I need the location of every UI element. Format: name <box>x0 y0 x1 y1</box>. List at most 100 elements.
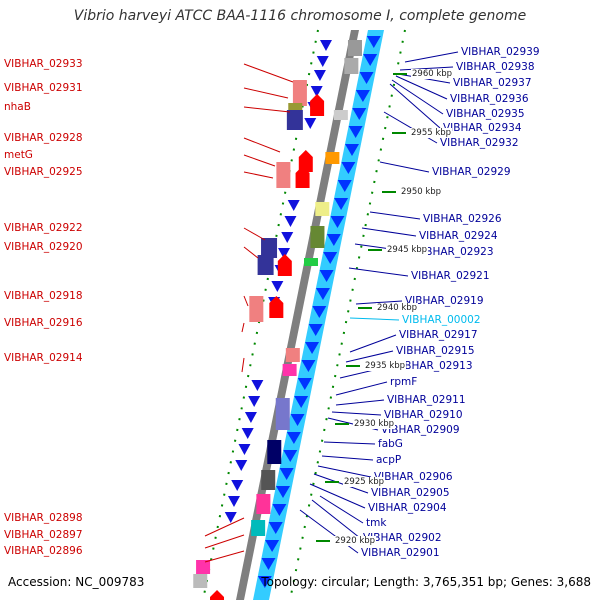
leader-line <box>243 227 266 241</box>
gene-label-right: VIBHAR_02936 <box>450 93 529 105</box>
genome-summary-text: Topology: circular; Length: 3,765,351 bp… <box>261 575 591 589</box>
scale-mark-label: 2940 kbp <box>376 303 419 313</box>
reverse-gene-arrow <box>305 342 320 354</box>
gene-label-left: VIBHAR_02898 <box>4 512 83 524</box>
gene-box <box>256 494 271 514</box>
reverse-gene-arrow <box>272 504 287 516</box>
reverse-gene-arrow <box>316 56 329 67</box>
reverse-gene-arrow <box>310 86 323 97</box>
label-leader-lines <box>204 51 459 563</box>
reverse-gene-arrow <box>366 36 381 48</box>
leader-line <box>379 161 430 173</box>
leader-line <box>391 79 444 115</box>
scale-mark-label: 2950 kbp <box>400 187 443 197</box>
gene-box <box>292 80 307 106</box>
reverse-gene-arrow <box>284 216 297 227</box>
reverse-gene-arrow <box>265 540 280 552</box>
leader-line <box>243 137 281 153</box>
gene-label-right: VIBHAR_02911 <box>387 394 466 406</box>
reverse-gene-arrow <box>337 180 352 192</box>
gene-label-right: VIBHAR_02902 <box>363 532 442 544</box>
leader-line <box>321 455 374 461</box>
reverse-gene-arrow <box>241 428 254 439</box>
leader-line <box>243 87 289 99</box>
reverse-gene-arrow <box>359 72 374 84</box>
leader-line <box>319 495 364 524</box>
reverse-gene-arrow <box>323 252 338 264</box>
gene-label-right: VIBHAR_00002 <box>402 314 481 326</box>
forward-gene-arrow <box>269 296 284 318</box>
scale-mark-label: 2920 kbp <box>334 536 377 546</box>
gene-label-left: VIBHAR_02918 <box>4 290 83 302</box>
gene-box <box>315 202 330 216</box>
reverse-gene-arrow <box>257 576 272 588</box>
leader-line <box>243 295 249 307</box>
gene-label-left: nhaB <box>4 101 31 113</box>
leader-line <box>243 63 294 83</box>
reverse-gene-arrow <box>345 144 359 156</box>
genome-backbone-grey <box>236 30 359 600</box>
leader-line <box>349 334 397 353</box>
gene-label-right: VIBHAR_02926 <box>423 213 502 225</box>
leader-line <box>204 550 245 563</box>
leader-line <box>243 154 276 167</box>
gene-label-right: VIBHAR_02919 <box>405 295 484 307</box>
gene-box <box>251 520 266 536</box>
reverse-gene-arrow <box>313 70 326 81</box>
gene-box <box>344 58 359 74</box>
reverse-gene-arrow <box>279 468 294 480</box>
reverse-gene-arrow <box>227 496 240 507</box>
gene-label-right: VIBHAR_02934 <box>443 122 522 134</box>
gene-box <box>193 574 208 588</box>
reverse-gene-arrow <box>315 288 330 300</box>
reverse-gene-arrow <box>304 118 317 129</box>
gene-box <box>275 398 290 430</box>
reverse-gene-arrow <box>283 450 298 462</box>
gene-label-right: acpP <box>376 454 402 466</box>
gene-label-right: VIBHAR_02909 <box>381 424 460 436</box>
gene-box <box>304 258 318 266</box>
forward-gene-arrow <box>295 166 310 188</box>
forward-gene-arrow <box>310 94 325 116</box>
gene-box <box>310 226 325 248</box>
leader-line <box>241 322 245 333</box>
gene-label-right: VIBHAR_02917 <box>399 329 478 341</box>
forward-gene-arrow <box>277 254 292 276</box>
leader-line <box>323 441 376 445</box>
gene-label-right: VIBHAR_02915 <box>396 345 475 357</box>
reverse-gene-arrow <box>287 200 300 211</box>
guide-track-right <box>289 29 406 600</box>
gene-box <box>257 255 274 275</box>
reverse-gene-arrow <box>271 281 284 292</box>
leader-line <box>404 51 459 63</box>
scale-mark-label: 2945 kbp <box>386 245 429 255</box>
reverse-gene-arrow <box>281 232 294 243</box>
leader-line <box>204 534 245 549</box>
reverse-gene-arrow <box>312 306 327 318</box>
gene-label-left: VIBHAR_02896 <box>4 545 83 557</box>
gene-label-left: VIBHAR_02920 <box>4 241 83 253</box>
gene-label-right: VIBHAR_02932 <box>440 137 519 149</box>
reverse-gene-arrow <box>341 162 356 174</box>
gene-box <box>261 470 276 490</box>
scale-mark-label: 2960 kbp <box>411 69 454 79</box>
leader-line <box>349 317 400 321</box>
leader-line <box>335 399 385 406</box>
reverse-gene-arrow <box>248 396 261 407</box>
guide-track-left <box>202 29 319 600</box>
gene-box <box>333 110 348 120</box>
leader-line <box>399 66 454 71</box>
gene-features <box>193 36 381 600</box>
gene-box <box>282 364 297 376</box>
gene-label-left: VIBHAR_02931 <box>4 82 83 94</box>
gene-label-left: VIBHAR_02922 <box>4 222 83 234</box>
gene-label-left: VIBHAR_02914 <box>4 352 83 364</box>
reverse-gene-arrow <box>235 460 248 471</box>
gene-label-right: VIBHAR_02935 <box>446 108 525 120</box>
gene-label-right: VIBHAR_02924 <box>419 230 498 242</box>
leader-line <box>335 381 388 396</box>
reverse-gene-arrow <box>308 324 323 336</box>
leader-line <box>241 357 245 373</box>
reverse-gene-arrow <box>330 216 345 228</box>
